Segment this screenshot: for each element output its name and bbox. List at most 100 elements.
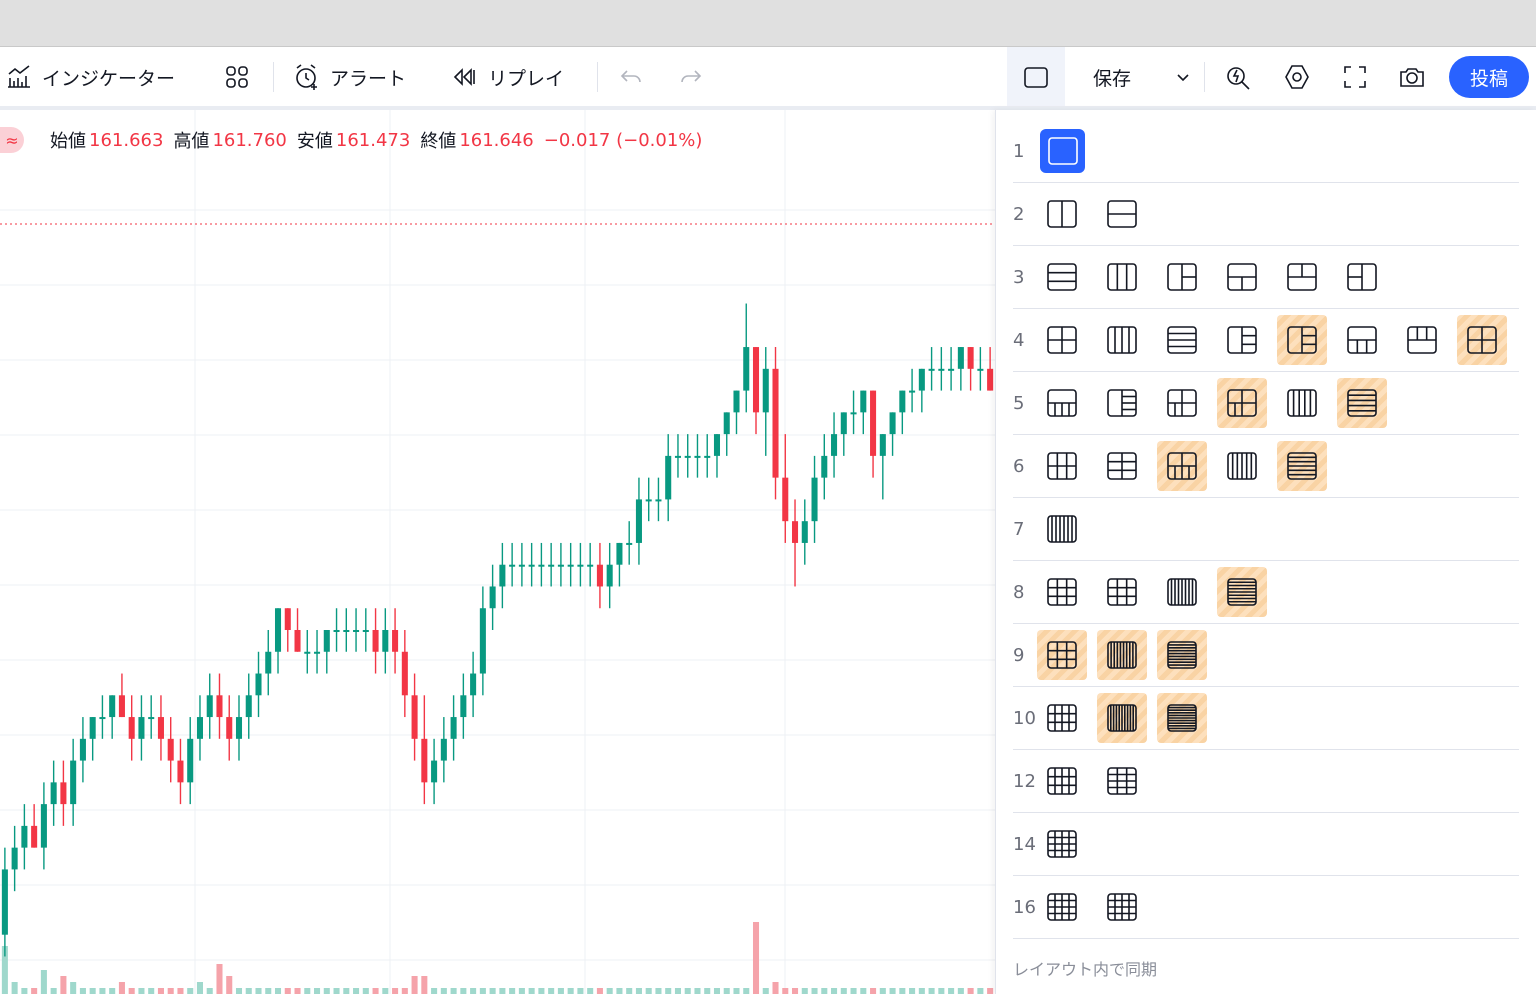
layout-option-2v[interactable] [1037,189,1087,239]
layout-4-top-big-icon [1347,326,1377,354]
layout-option-3h[interactable] [1037,252,1087,302]
layout-option-8v[interactable] [1157,567,1207,617]
volume-bar [128,988,135,994]
layout-option-10v[interactable] [1097,693,1147,743]
settings-button[interactable] [1282,47,1312,107]
layout-option-5-top-big[interactable] [1037,378,1087,428]
snapshot-button[interactable] [1397,47,1427,107]
layout-9grid-icon [1047,641,1077,669]
candle [401,630,408,718]
layout-option-4h[interactable] [1157,315,1207,365]
candle-body [948,368,955,371]
layout-option-4-left-big-alt[interactable] [1277,315,1327,365]
low-value: 161.473 [335,129,411,151]
layout-option-4-mid-big[interactable] [1457,315,1507,365]
layout-option-8h[interactable] [1217,567,1267,617]
indicators-button[interactable]: インジケーター [4,47,175,107]
layout-option-6grid[interactable] [1037,441,1087,491]
layout-option-5v[interactable] [1277,378,1327,428]
save-button[interactable]: 保存 [1093,47,1131,107]
layout-option-16grid[interactable] [1037,882,1087,932]
candle [196,695,203,761]
layout-option-4-top-big[interactable] [1337,315,1387,365]
chart-area[interactable]: ≈ 始値 161.663 高値 161.760 安値 161.473 終値 16… [0,110,995,994]
volume-bar [177,988,184,994]
layout-option-6-mixed[interactable] [1157,441,1207,491]
change-value: −0.017 (−0.01%) [543,129,703,151]
layout-2v-icon [1047,200,1077,228]
layout-button[interactable] [1007,47,1065,107]
candle-body [362,630,369,632]
volume-bar [938,988,945,994]
fullscreen-button[interactable] [1340,47,1370,107]
candle-body [392,630,399,652]
candle-body [987,368,994,391]
layout-option-4-left-big[interactable] [1217,315,1267,365]
layout-option-4-bottom-big[interactable] [1397,315,1447,365]
alert-button[interactable]: アラート [292,47,406,107]
candle [177,738,184,805]
post-button[interactable]: 投稿 [1449,56,1529,98]
volume-bar [635,988,642,994]
undo-button[interactable] [617,47,647,107]
candle-body [587,564,594,567]
layout-4h-icon [1167,326,1197,354]
candle-body [860,390,867,413]
layout-option-3-top-big[interactable] [1217,252,1267,302]
volume-bar [918,988,925,994]
redo-button[interactable] [675,47,705,107]
layout-option-5-left-big[interactable] [1097,378,1147,428]
replay-button[interactable]: リプレイ [450,47,564,107]
layout-option-6grid-h[interactable] [1097,441,1147,491]
layout-option-5-mixed-alt[interactable] [1217,378,1267,428]
candle-body [918,368,925,391]
layout-option-9h[interactable] [1157,630,1207,680]
layout-option-3-bottom-big[interactable] [1277,252,1327,302]
layout-option-8grid-h[interactable] [1097,567,1147,617]
candle-body [118,695,125,718]
candle [792,499,799,587]
candle-body [889,412,896,435]
layout-option-4v[interactable] [1097,315,1147,365]
layout-option-6h[interactable] [1277,441,1327,491]
save-menu-button[interactable] [1168,47,1198,107]
candle [245,673,252,739]
quick-search-button[interactable] [1223,47,1253,107]
layout-option-14grid[interactable] [1037,819,1087,869]
layout-5h-icon [1347,389,1377,417]
layout-option-10grid[interactable] [1037,693,1087,743]
layout-option-16grid-h[interactable] [1097,882,1147,932]
candle-body [850,412,857,415]
templates-button[interactable] [222,47,252,107]
layout-option-5h[interactable] [1337,378,1387,428]
layout-option-9grid[interactable] [1037,630,1087,680]
candle-body [772,368,779,478]
layout-option-single[interactable] [1040,129,1085,173]
candle [635,477,642,565]
candlestick-chart[interactable] [0,110,995,994]
layout-option-5-mixed[interactable] [1157,378,1207,428]
layout-option-6v[interactable] [1217,441,1267,491]
layout-option-2h[interactable] [1097,189,1147,239]
volume-bar [752,922,760,994]
layout-option-12grid-h[interactable] [1097,756,1147,806]
layout-option-12grid[interactable] [1037,756,1087,806]
candle-body [704,455,711,458]
sync-in-layout-label[interactable]: レイアウト内で同期 [1013,960,1158,979]
layout-option-3-right-big[interactable] [1337,252,1387,302]
layout-option-8grid[interactable] [1037,567,1087,617]
layout-option-3-left-big[interactable] [1157,252,1207,302]
volume-bar [235,988,243,994]
layout-option-10h[interactable] [1157,693,1207,743]
volume-bar [138,988,145,994]
legend-badge[interactable]: ≈ [0,127,24,153]
candle [421,695,428,805]
candle-body [596,564,603,587]
layout-option-9v[interactable] [1097,630,1147,680]
volume-bar [226,976,233,994]
layout-option-7v[interactable] [1037,504,1087,554]
volume-bar [89,988,96,994]
volume-bar [762,988,769,994]
layout-option-3v[interactable] [1097,252,1147,302]
layout-option-4grid[interactable] [1037,315,1087,365]
